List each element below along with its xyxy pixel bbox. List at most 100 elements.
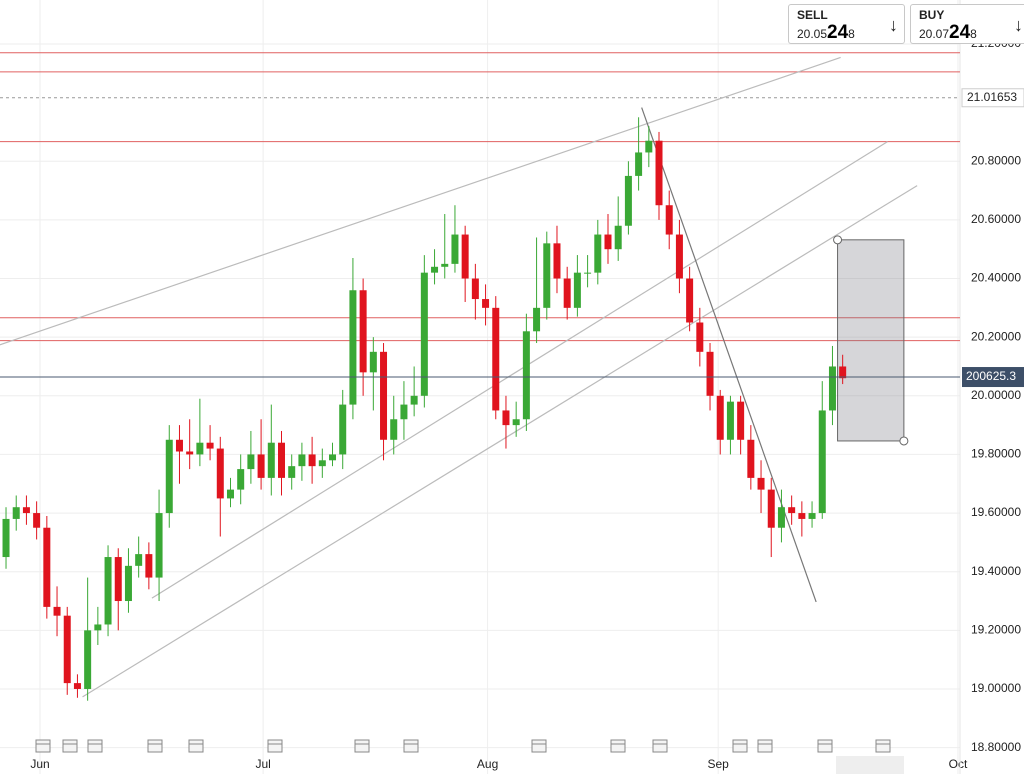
candle-body <box>451 234 459 264</box>
buy-arrow: ↓ <box>1014 15 1023 35</box>
candle-body <box>359 290 367 373</box>
candle-body <box>22 507 30 514</box>
candle-body <box>696 322 704 352</box>
candle-body <box>594 234 602 273</box>
candle-body <box>726 401 734 440</box>
candle-body <box>441 263 449 267</box>
trendline <box>151 141 888 599</box>
buy-label: BUY <box>919 8 945 22</box>
candle-body <box>53 606 61 616</box>
trendline <box>0 56 841 346</box>
trendline <box>82 185 918 698</box>
candle-body <box>543 243 551 308</box>
candle-body <box>737 401 745 440</box>
candle-body <box>471 278 479 300</box>
candle-body <box>329 454 337 461</box>
candle-body <box>512 419 520 426</box>
candle-body <box>206 442 214 449</box>
range-box <box>837 239 905 442</box>
y-tick-label: 20.00000 <box>971 388 1021 402</box>
y-tick-label: 19.60000 <box>971 505 1021 519</box>
calendar-icon <box>354 739 370 753</box>
candle-body <box>839 366 847 379</box>
y-tick-label: 19.40000 <box>971 564 1021 578</box>
x-tick-label: Sep <box>708 757 730 771</box>
buy-button[interactable]: BUY 20.07248 ↓ <box>910 4 1024 44</box>
candle-body <box>257 454 265 478</box>
level-tag <box>961 88 1024 108</box>
candle-body <box>798 513 806 519</box>
candle-body <box>655 140 663 206</box>
candle-body <box>624 175 632 226</box>
sell-fraction: 8 <box>848 27 855 41</box>
candle-body <box>420 272 428 396</box>
candle-body <box>410 395 418 405</box>
candle-body <box>196 442 204 455</box>
candle-body <box>84 630 92 689</box>
candle-body <box>563 278 571 308</box>
x-tick-label: Jul <box>255 757 270 771</box>
candle-body <box>165 439 173 514</box>
calendar-icon <box>87 739 103 753</box>
candle-body <box>747 439 755 478</box>
candle-body <box>522 331 530 420</box>
candle-body <box>808 513 816 519</box>
calendar-icon <box>652 739 668 753</box>
calendar-icon <box>188 739 204 753</box>
x-tick-label: Jun <box>30 757 49 771</box>
sell-button[interactable]: SELL 20.05248 ↓ <box>788 4 905 44</box>
candle-body <box>339 404 347 455</box>
x-tick-label: Aug <box>477 757 498 771</box>
candle-body <box>318 460 326 467</box>
candle-body <box>573 272 581 308</box>
y-tick-label: 19.80000 <box>971 447 1021 461</box>
x-tick-label: Oct <box>949 757 968 771</box>
candle-body <box>492 307 500 411</box>
calendar-icon <box>531 739 547 753</box>
candle-body <box>665 205 673 235</box>
time-highlight <box>836 756 904 774</box>
calendar-icon <box>35 739 51 753</box>
candle-body <box>12 507 20 519</box>
candle-body <box>135 554 143 566</box>
calendar-icon <box>732 739 748 753</box>
sell-label: SELL <box>797 8 828 22</box>
candle-body <box>614 225 622 250</box>
y-tick-label: 19.00000 <box>971 681 1021 695</box>
y-tick-label: 20.60000 <box>971 212 1021 226</box>
calendar-icon <box>610 739 626 753</box>
candle-body <box>767 489 775 528</box>
calendar-icon <box>875 739 891 753</box>
box-handle <box>899 436 909 446</box>
candle-body <box>584 272 592 274</box>
candle-body <box>63 615 71 684</box>
candle-body <box>237 469 245 490</box>
candle-body <box>788 507 796 514</box>
sell-price: 20.05 <box>797 27 828 41</box>
candle-body <box>482 299 490 308</box>
sell-arrow: ↓ <box>889 15 898 35</box>
candle-body <box>431 266 439 273</box>
calendar-icon <box>267 739 283 753</box>
calendar-icon <box>62 739 78 753</box>
candle-body <box>288 466 296 478</box>
y-tick-label: 20.20000 <box>971 329 1021 343</box>
y-tick-label: 19.20000 <box>971 623 1021 637</box>
candle-body <box>828 366 836 411</box>
candle-body <box>298 454 306 467</box>
candle-body <box>716 395 724 440</box>
candle-body <box>43 527 51 607</box>
candle-body <box>553 243 561 279</box>
candle-body <box>94 624 102 631</box>
candle-body <box>645 140 653 153</box>
candle-body <box>247 454 255 470</box>
candle-body <box>278 442 286 478</box>
y-tick-label: 20.40000 <box>971 271 1021 285</box>
candle-body <box>400 404 408 420</box>
current-price-label: 200625.3 <box>966 369 1016 383</box>
candle-body <box>818 410 826 514</box>
candle-body <box>461 234 469 279</box>
candle-body <box>104 557 112 625</box>
candle-body <box>635 152 643 176</box>
